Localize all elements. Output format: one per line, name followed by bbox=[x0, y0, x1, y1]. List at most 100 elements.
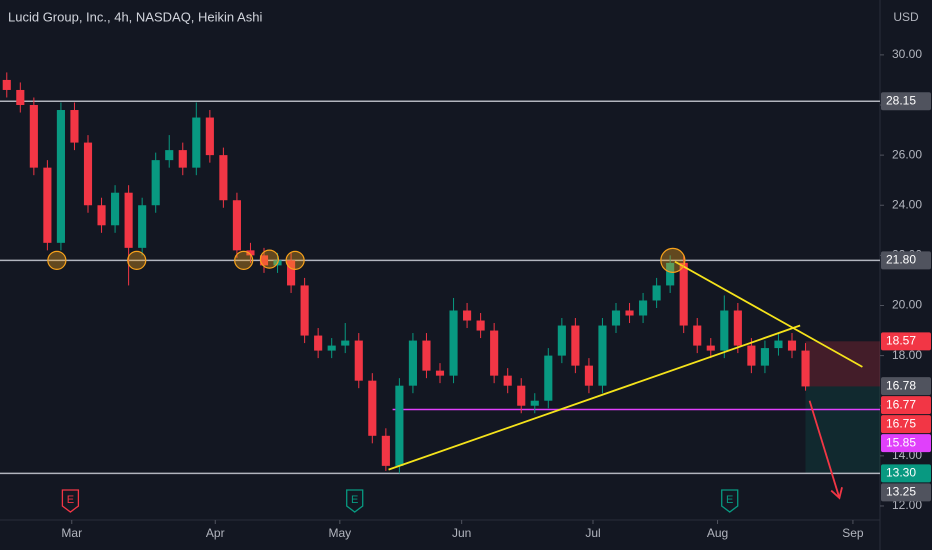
candle-body bbox=[178, 150, 187, 168]
candle-body bbox=[205, 117, 214, 156]
price-tag bbox=[881, 377, 931, 396]
axis-unit: USD bbox=[893, 10, 919, 24]
candle-body bbox=[787, 340, 797, 351]
x-tick-label: Jun bbox=[452, 526, 471, 540]
candle-body bbox=[314, 335, 323, 351]
candle-body bbox=[70, 110, 79, 143]
candle-body bbox=[354, 340, 363, 381]
candle-body bbox=[639, 300, 648, 316]
zone bbox=[805, 386, 880, 474]
arrow-head bbox=[830, 487, 843, 500]
price-tag-label: 16.77 bbox=[886, 397, 916, 411]
candle-body bbox=[300, 285, 309, 336]
candle-body bbox=[530, 400, 539, 406]
price-tag-label: 16.75 bbox=[886, 416, 916, 430]
touch-circle bbox=[660, 247, 686, 273]
price-tag bbox=[881, 332, 931, 351]
candle-body bbox=[29, 105, 38, 168]
candle-body bbox=[287, 260, 296, 286]
price-tag-label: 18.57 bbox=[886, 333, 916, 347]
candle-body bbox=[463, 310, 472, 321]
earnings-label: E bbox=[726, 494, 733, 506]
candle-body bbox=[652, 285, 661, 301]
candle-body bbox=[774, 340, 783, 349]
candle-body bbox=[43, 167, 52, 243]
price-tag bbox=[881, 92, 931, 111]
candle-body bbox=[584, 365, 593, 386]
touch-circle bbox=[285, 250, 305, 270]
candle-body bbox=[327, 345, 336, 351]
candle-body bbox=[111, 192, 120, 226]
earnings-badge bbox=[721, 489, 739, 513]
candle-body bbox=[571, 325, 580, 366]
candle-body bbox=[435, 370, 445, 376]
x-tick-label: Aug bbox=[707, 526, 728, 540]
candle-body bbox=[124, 192, 133, 248]
x-tick-label: Sep bbox=[842, 526, 864, 540]
touch-circle bbox=[47, 250, 67, 270]
candle-body bbox=[151, 160, 160, 206]
price-tag-label: 13.25 bbox=[886, 485, 916, 499]
candle-body bbox=[16, 89, 25, 106]
price-tag-label: 16.78 bbox=[886, 378, 916, 392]
x-tick-label: Apr bbox=[206, 526, 225, 540]
earnings-badge bbox=[346, 489, 364, 513]
candle-body bbox=[693, 325, 702, 346]
candle-body bbox=[706, 345, 715, 351]
candle-body bbox=[246, 250, 255, 256]
candle-body bbox=[611, 310, 621, 326]
candle-body bbox=[679, 262, 688, 326]
arrow bbox=[808, 400, 841, 499]
earnings-label: E bbox=[67, 494, 74, 506]
candle-body bbox=[801, 350, 810, 387]
trendline bbox=[388, 324, 801, 471]
y-tick-label: 20.00 bbox=[892, 298, 922, 312]
candle-body bbox=[381, 435, 390, 466]
price-tag bbox=[881, 251, 931, 270]
candle-body bbox=[747, 345, 756, 366]
candle-body bbox=[83, 142, 93, 206]
candle-body bbox=[557, 325, 566, 356]
touch-circle bbox=[259, 249, 280, 269]
candle-body bbox=[259, 255, 269, 266]
earnings-label: E bbox=[351, 494, 358, 506]
candle-body bbox=[341, 340, 350, 346]
price-tag-label: 13.30 bbox=[886, 466, 916, 480]
trendline bbox=[674, 260, 863, 368]
touch-circle bbox=[127, 250, 147, 270]
candle-body bbox=[666, 262, 675, 286]
candle-body bbox=[490, 330, 499, 376]
zone bbox=[805, 341, 880, 387]
price-tag bbox=[881, 415, 931, 434]
candle-body bbox=[625, 310, 634, 316]
candle-body bbox=[2, 79, 11, 90]
y-tick-label: 30.00 bbox=[892, 47, 922, 61]
candle-body bbox=[449, 310, 458, 376]
candle-body bbox=[368, 380, 377, 436]
x-tick-label: May bbox=[328, 526, 351, 540]
candle-body bbox=[192, 117, 201, 168]
candle-body bbox=[395, 385, 404, 466]
candle-body bbox=[232, 200, 241, 251]
candle-body bbox=[760, 348, 769, 366]
price-tag-label: 15.85 bbox=[886, 435, 916, 449]
candle-body bbox=[720, 310, 729, 351]
candle-body bbox=[598, 325, 607, 386]
candle-body bbox=[408, 340, 417, 386]
touch-circle bbox=[234, 250, 254, 270]
candle-body bbox=[422, 340, 431, 371]
price-tag-label: 28.15 bbox=[886, 93, 916, 107]
candle-body bbox=[97, 205, 106, 226]
price-tag bbox=[881, 434, 931, 453]
price-tag bbox=[881, 464, 931, 483]
candle-body bbox=[219, 155, 228, 201]
y-tick-label: 24.00 bbox=[892, 197, 922, 211]
candle-body bbox=[165, 150, 174, 161]
candle-body bbox=[56, 110, 65, 243]
candle-body bbox=[503, 375, 512, 386]
price-tag-label: 21.80 bbox=[886, 253, 916, 267]
price-tag bbox=[881, 396, 931, 415]
candle-body bbox=[733, 310, 742, 346]
